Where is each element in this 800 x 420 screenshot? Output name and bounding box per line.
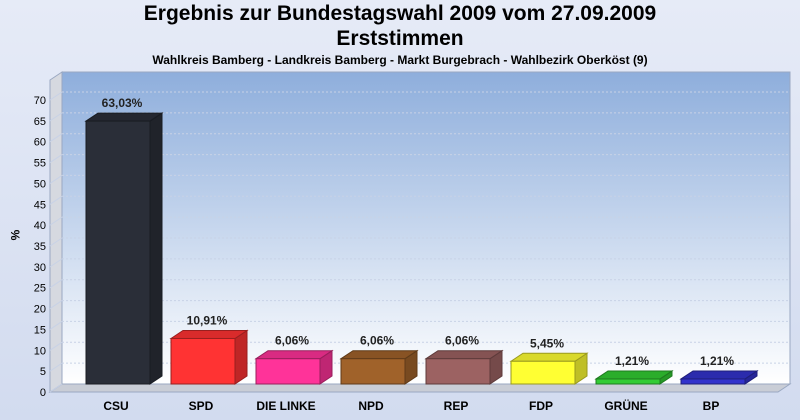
bar-spd [169,329,249,385]
y-tick-label: 60 [34,137,46,149]
gridline-side [49,175,63,184]
bar-bp [679,370,759,385]
data-label: 5,45% [530,336,564,350]
gridline-side [49,195,63,205]
data-label: 1,21% [615,354,649,368]
y-tick-label: 45 [34,199,46,211]
bar-csu [84,112,164,385]
gridline-side [49,321,63,330]
bar-top [509,352,589,362]
bar-front [340,358,406,385]
y-tick-label: 50 [34,178,46,190]
gridline-side [49,216,63,226]
plot-floor [48,383,792,393]
y-tick-label: 10 [34,345,46,357]
gridline-side [49,154,63,163]
bar-rep [424,349,504,385]
bar-grüne [594,370,674,385]
bar-top [254,350,334,360]
gridline-side [49,362,63,372]
bar-top [424,350,504,360]
bar-top [679,370,759,380]
bar-front [85,120,151,385]
data-label: 6,06% [445,334,479,348]
bar-top [169,329,249,339]
bar-front [425,358,491,385]
data-label: 63,03% [102,96,143,110]
y-tick-label: 0 [40,387,46,399]
gridline-side [49,258,63,268]
gridline-side [49,91,63,101]
chart-title: Ergebnis zur Bundestagswahl 2009 vom 27.… [143,2,657,25]
data-label: 1,21% [700,354,734,368]
y-tick-label: 30 [34,262,46,274]
x-tick-label: SPD [189,399,214,413]
y-tick-label: 70 [34,95,46,107]
gridline-side [49,279,63,289]
data-label: 10,91% [187,313,228,327]
bar-top [339,350,419,360]
bar-front [255,358,321,385]
x-tick-label: NPD [358,399,384,413]
bar-front [595,378,661,385]
gridline-side [49,112,63,122]
gridline-side [49,341,63,351]
bar-top [84,112,164,122]
gridline-side [49,383,63,393]
y-tick-label: 20 [34,304,46,316]
x-tick-label: CSU [103,399,128,413]
x-tick-label: REP [444,399,469,413]
data-label: 6,06% [275,334,309,348]
y-tick-label: 55 [34,158,46,170]
labels: 0 5 10 15 20 25 30 35 40 45 50 55 60 65 70 63,03% CSU 10,… [34,95,735,413]
y-tick-label: 35 [34,241,46,253]
gridline-side [49,300,63,309]
bar-front [680,378,746,385]
data-label: 6,06% [360,334,394,348]
bars [84,112,759,385]
x-tick-label: DIE LINKE [256,399,315,413]
y-tick-label: 15 [34,324,46,336]
chart-caption: Wahlkreis Bamberg - Landkreis Bamberg - … [152,53,648,67]
y-tick-label: 40 [34,220,46,232]
chart-subtitle: Erststimmen [336,27,464,50]
bar-front [510,360,576,385]
bar-die-linke [254,349,334,385]
x-tick-label: GRÜNE [604,398,647,413]
x-tick-label: BP [703,399,720,413]
y-tick-label: 65 [34,116,46,128]
bar-front [170,337,236,385]
bar-side [149,112,163,385]
y-tick-label: 25 [34,283,46,295]
y-tick-label: 5 [40,366,46,378]
gridline-side [49,133,63,143]
bar-top [594,370,674,380]
bar-fdp [509,352,589,385]
plot-back-wall [61,71,791,385]
x-tick-label: FDP [529,399,553,413]
bar-side [234,329,248,385]
gridline-side [49,237,63,247]
bar-npd [339,349,419,385]
